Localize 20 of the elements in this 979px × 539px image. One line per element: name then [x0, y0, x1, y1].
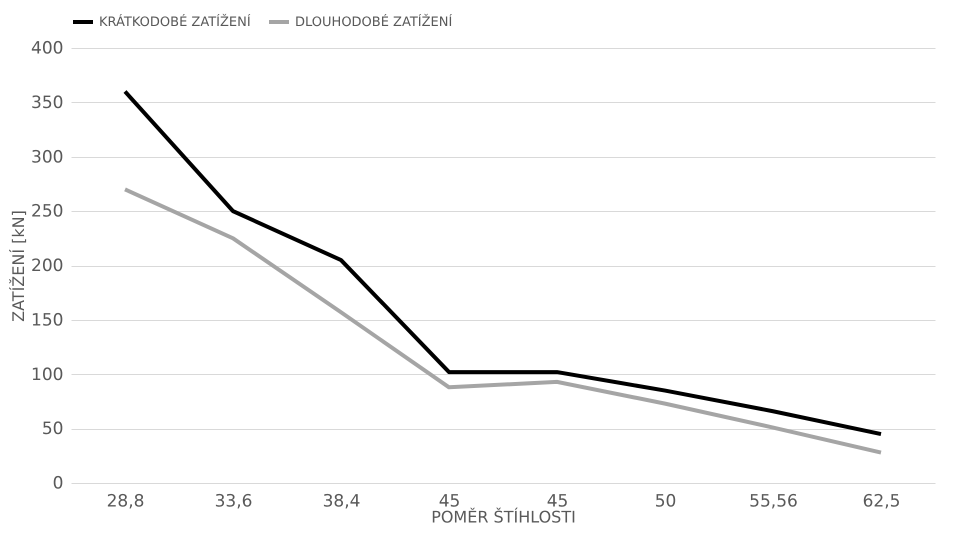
x-tick-label: 62,5	[862, 492, 900, 512]
x-tick-label: 50	[654, 492, 676, 512]
y-tick-label: 200	[31, 256, 64, 276]
x-tick-label: 38,4	[322, 492, 360, 512]
y-tick-label: 250	[31, 202, 64, 222]
line-series	[123, 90, 883, 436]
legend-label: DLOUHODOBÉ ZATÍŽENÍ	[295, 13, 452, 30]
y-tick-label: 350	[31, 92, 64, 113]
y-tick-label: 100	[31, 364, 64, 385]
y-tick-label: 50	[42, 419, 64, 440]
legend-label: KRÁTKODOBÉ ZATÍŽENÍ	[99, 13, 251, 30]
y-axis-title: ZATÍŽENÍ [kN]	[9, 210, 28, 322]
x-tick-label: 55,56	[749, 492, 798, 512]
y-tick-label: 0	[52, 474, 64, 494]
y-tick-label: 300	[31, 147, 64, 168]
y-tick-label: 400	[31, 38, 64, 58]
y-tick-label: 150	[31, 310, 64, 330]
x-tick-label: 28,8	[106, 492, 144, 512]
x-tick-label: 33,6	[214, 492, 252, 512]
line-series	[123, 187, 883, 455]
